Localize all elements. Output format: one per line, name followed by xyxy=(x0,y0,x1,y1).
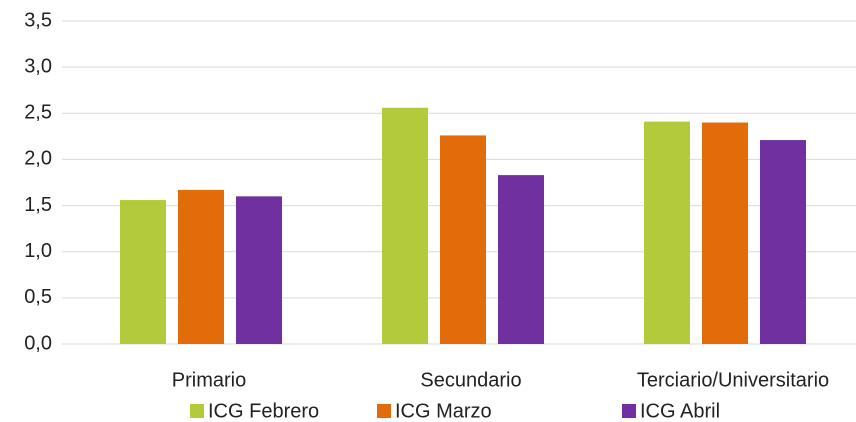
legend-label: ICG Febrero xyxy=(208,400,319,422)
y-tick-label: 0,0 xyxy=(24,332,52,354)
x-tick-label: Secundario xyxy=(420,369,521,391)
bar xyxy=(120,200,166,344)
bar xyxy=(178,189,224,344)
legend-swatch xyxy=(622,404,636,418)
x-tick-label: Primario xyxy=(172,369,246,391)
y-tick-label: 1,0 xyxy=(24,240,52,262)
bar xyxy=(702,122,748,344)
y-tick-label: 0,5 xyxy=(24,286,52,308)
y-tick-label: 1,5 xyxy=(24,194,52,216)
legend-label: ICG Abril xyxy=(640,400,720,422)
legend-label: ICG Marzo xyxy=(395,400,492,422)
bar xyxy=(440,135,486,344)
legend-swatch xyxy=(377,404,391,418)
bar xyxy=(760,140,806,344)
bar xyxy=(644,121,690,344)
y-tick-label: 2,0 xyxy=(24,148,52,170)
x-tick-label: Terciario/Universitario xyxy=(637,369,829,391)
y-tick-label: 3,0 xyxy=(24,55,52,77)
legend-swatch xyxy=(190,404,204,418)
bar xyxy=(498,175,544,344)
y-tick-label: 2,5 xyxy=(24,102,52,124)
y-tick-label: 3,5 xyxy=(24,9,52,31)
bar xyxy=(236,196,282,344)
bar xyxy=(382,107,428,345)
